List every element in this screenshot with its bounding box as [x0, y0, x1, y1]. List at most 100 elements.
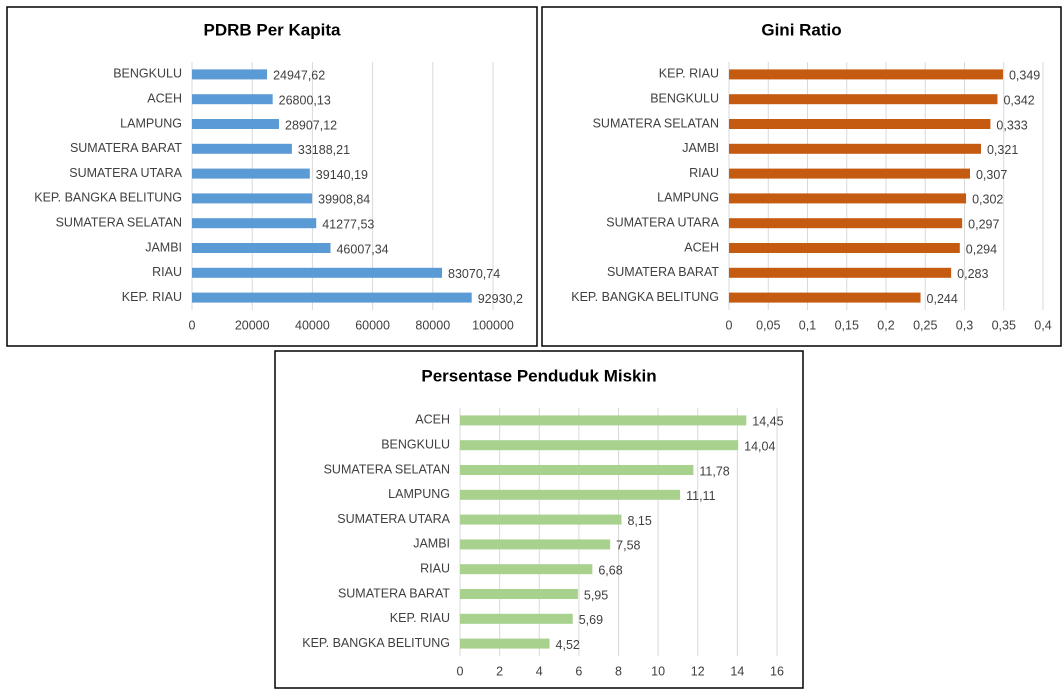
x-tick-label: 0,2	[877, 318, 894, 332]
bar	[460, 539, 611, 550]
value-label: 5,95	[584, 588, 608, 602]
category-label: SUMATERA SELATAN	[593, 116, 719, 130]
value-label: 33188,21	[298, 143, 350, 157]
x-tick-label: 100000	[472, 318, 514, 332]
x-tick-label: 0,3	[956, 318, 973, 332]
category-label: LAMPUNG	[388, 487, 450, 501]
value-label: 0,244	[927, 292, 958, 306]
x-tick-label: 0,1	[799, 318, 816, 332]
bar	[192, 243, 331, 253]
bar	[460, 638, 550, 649]
bar	[729, 218, 963, 229]
x-tick-label: 10	[651, 664, 665, 678]
value-label: 41277,53	[322, 217, 374, 231]
bar	[729, 292, 921, 303]
bar	[192, 119, 280, 129]
bar	[460, 613, 573, 624]
category-label: ACEH	[415, 413, 450, 427]
bar	[460, 440, 739, 451]
bar	[460, 465, 694, 475]
x-tick-label: 40000	[295, 318, 330, 332]
value-label: 14,45	[752, 415, 783, 429]
x-tick-label: 2	[496, 664, 503, 678]
chart-title: Persentase Penduduk Miskin	[421, 366, 656, 385]
bar	[192, 193, 313, 204]
category-label: RIAU	[420, 561, 450, 575]
bar	[192, 218, 317, 229]
category-label: ACEH	[147, 91, 182, 105]
bar	[192, 94, 273, 105]
category-label: KEP. BANGKA BELITUNG	[571, 290, 719, 304]
bar	[460, 489, 681, 500]
category-label: SUMATERA BARAT	[70, 141, 182, 155]
bar	[192, 267, 443, 278]
category-label: SUMATERA SELATAN	[56, 215, 182, 229]
value-label: 39140,19	[316, 168, 368, 182]
value-label: 0,307	[976, 168, 1007, 182]
value-label: 14,04	[744, 439, 775, 453]
value-label: 0,342	[1003, 93, 1034, 107]
bar	[192, 292, 472, 303]
value-label: 26800,13	[279, 93, 331, 107]
category-label: RIAU	[152, 265, 182, 279]
x-tick-label: 0,4	[1034, 318, 1051, 332]
category-label: BENGKULU	[381, 437, 450, 451]
category-label: SUMATERA SELATAN	[324, 462, 450, 476]
category-label: SUMATERA BARAT	[607, 265, 719, 279]
x-tick-label: 8	[615, 664, 622, 678]
x-tick-label: 0,25	[913, 318, 937, 332]
value-label: 24947,62	[273, 69, 325, 83]
category-label: LAMPUNG	[657, 191, 719, 205]
x-tick-label: 0	[189, 318, 196, 332]
value-label: 0,321	[987, 143, 1018, 157]
value-label: 0,294	[966, 242, 997, 256]
category-label: SUMATERA UTARA	[606, 215, 719, 229]
category-label: SUMATERA UTARA	[69, 166, 182, 180]
category-label: BENGKULU	[650, 91, 719, 105]
value-label: 0,333	[996, 118, 1027, 132]
category-label: KEP. RIAU	[122, 290, 182, 304]
bar	[729, 69, 1003, 80]
category-label: LAMPUNG	[120, 116, 182, 130]
category-label: BENGKULU	[113, 67, 182, 81]
value-label: 0,349	[1009, 69, 1040, 83]
bar	[192, 168, 310, 179]
x-tick-label: 16	[770, 664, 784, 678]
value-label: 28907,12	[285, 118, 337, 132]
value-label: 8,15	[627, 514, 651, 528]
bar	[729, 193, 967, 204]
bar	[460, 415, 747, 426]
x-tick-label: 6	[575, 664, 582, 678]
x-tick-label: 0,35	[992, 318, 1016, 332]
chart-title: PDRB Per Kapita	[204, 20, 342, 39]
x-tick-label: 4	[536, 664, 543, 678]
value-label: 92930,2	[478, 292, 523, 306]
category-label: KEP. RIAU	[390, 611, 450, 625]
bar	[729, 143, 981, 154]
x-tick-label: 0	[457, 664, 464, 678]
x-tick-label: 0,05	[756, 318, 780, 332]
value-label: 39908,84	[318, 193, 370, 207]
value-label: 11,78	[699, 464, 729, 478]
category-label: JAMBI	[413, 537, 450, 551]
category-label: JAMBI	[145, 240, 182, 254]
x-tick-label: 14	[730, 664, 744, 678]
x-tick-label: 60000	[355, 318, 390, 332]
value-label: 0,297	[968, 217, 999, 231]
x-tick-label: 20000	[235, 318, 270, 332]
category-label: KEP. BANGKA BELITUNG	[302, 636, 450, 650]
value-label: 46007,34	[336, 242, 388, 256]
value-label: 11,11	[686, 489, 715, 503]
chart-title: Gini Ratio	[761, 20, 841, 39]
category-label: ACEH	[684, 240, 719, 254]
x-tick-label: 0	[726, 318, 733, 332]
value-label: 7,58	[616, 539, 640, 553]
category-label: KEP. BANGKA BELITUNG	[34, 191, 182, 205]
bar	[460, 564, 593, 575]
bar	[192, 69, 268, 80]
x-tick-label: 80000	[415, 318, 450, 332]
bar	[192, 143, 292, 154]
category-label: SUMATERA BARAT	[338, 586, 450, 600]
value-label: 0,283	[957, 267, 988, 281]
